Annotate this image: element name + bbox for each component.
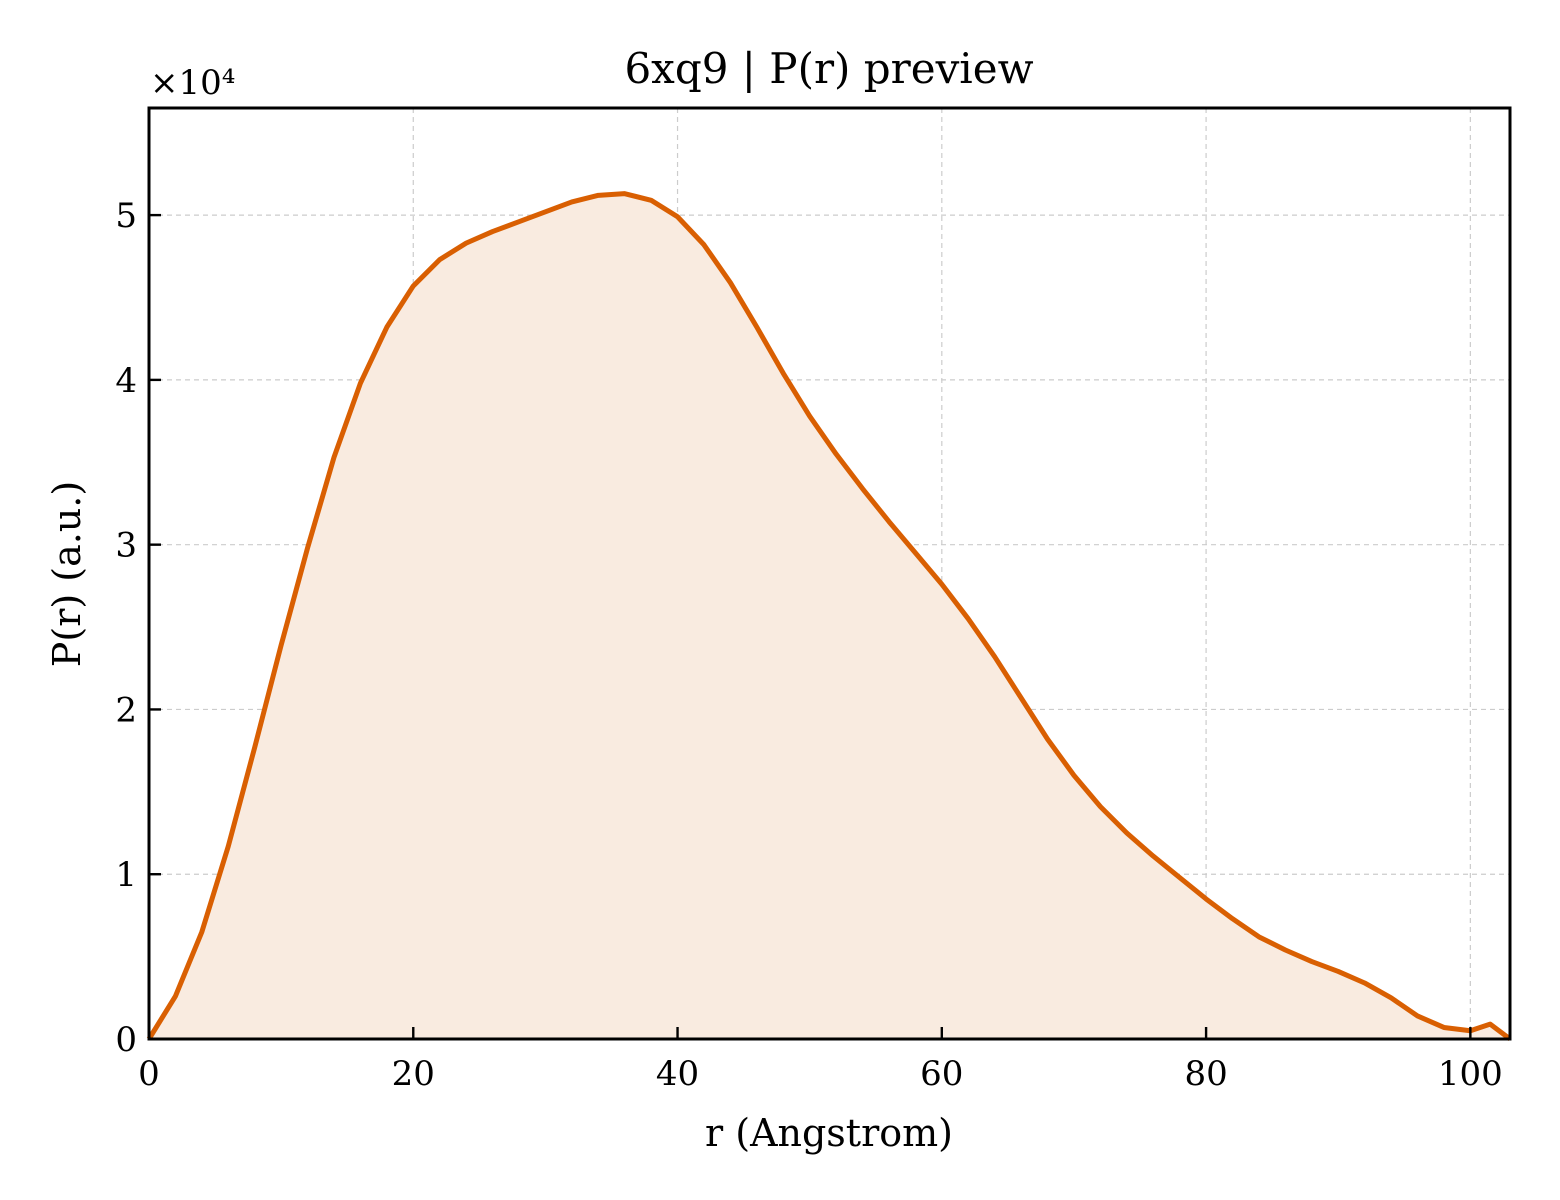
series-area-fill [149,193,1510,1039]
x-tick-label: 20 [392,1054,435,1094]
x-axis-label: r (Angstrom) [705,1111,953,1155]
y-tick-label: 3 [115,526,137,566]
axis-ticks: 0 20 40 60 80 100 0 1 2 3 4 5 [115,196,1502,1094]
x-tick-label: 60 [920,1054,963,1094]
y-axis-offset-label: ×10⁴ [150,63,235,103]
y-axis-label: P(r) (a.u.) [45,481,89,667]
x-tick-label: 80 [1184,1054,1227,1094]
series-line [146,191,1512,1042]
x-tick-label: 0 [138,1054,160,1094]
x-tick-label: 40 [656,1054,699,1094]
y-tick-label: 5 [115,196,137,236]
chart-title: 6xq9 | P(r) preview [624,44,1033,93]
y-tick-label: 2 [115,690,137,730]
x-tick-label: 100 [1438,1054,1503,1094]
plot-frame [147,106,1512,1041]
y-tick-label: 0 [115,1020,137,1060]
y-tick-label: 1 [115,855,137,895]
y-tick-label: 4 [115,361,137,401]
